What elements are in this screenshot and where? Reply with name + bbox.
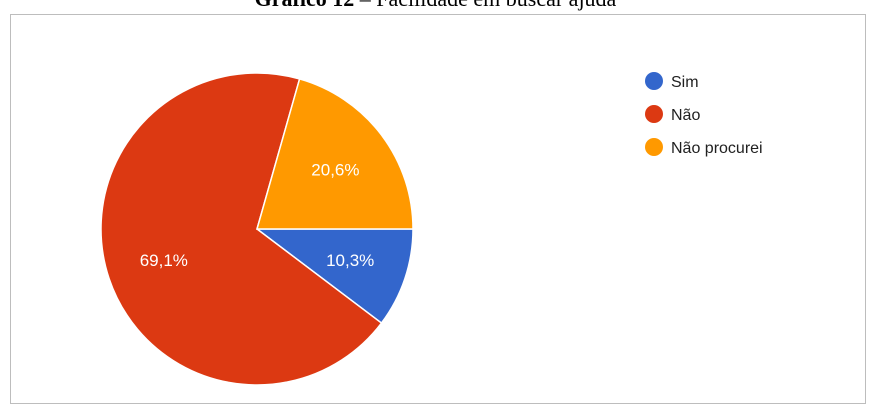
legend-label-n-o: Não <box>671 107 700 124</box>
legend-marker-sim <box>645 72 663 90</box>
pie-slice-n-o-procurei <box>256 77 414 230</box>
chart-title: Gráfico 12 – Facilidade em buscar ajuda <box>0 0 871 12</box>
chart-title-rest: – Facilidade em buscar ajuda <box>354 0 617 11</box>
legend-marker-n-o <box>645 105 663 123</box>
legend-marker-n-o-procurei <box>645 138 663 156</box>
pie-slice-sim <box>254 228 414 325</box>
chart-title-bold: Gráfico 12 <box>255 0 355 11</box>
legend-label-n-o-procurei: Não procurei <box>671 140 763 157</box>
legend-label-sim: Sim <box>671 74 699 91</box>
slice-label-sim: 10,3% <box>326 251 374 270</box>
pie-slice-n-o <box>100 72 383 386</box>
slice-label-n-o: 69,1% <box>140 251 188 270</box>
slice-label-n-o-procurei: 20,6% <box>311 161 359 180</box>
